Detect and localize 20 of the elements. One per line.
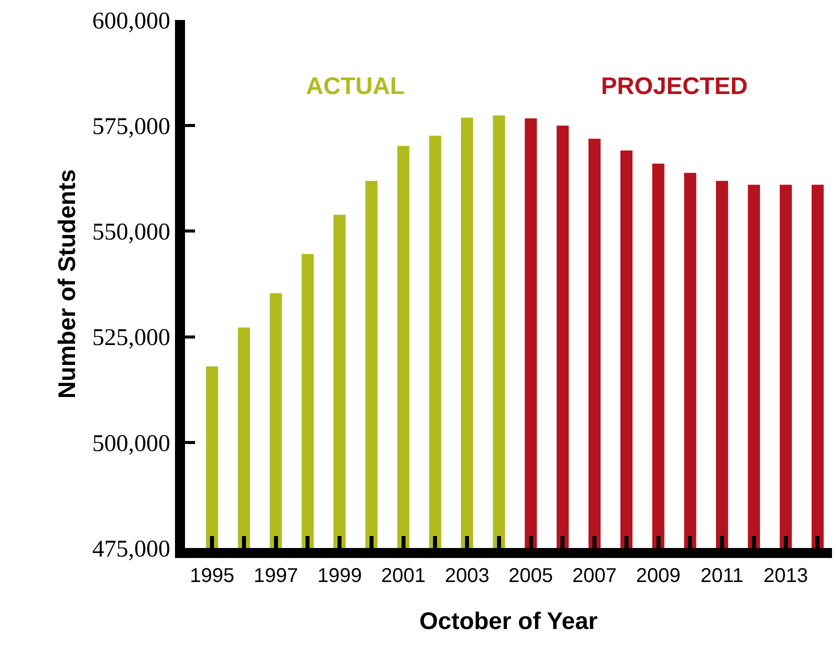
y-tick-label: 525,000 xyxy=(92,325,170,352)
x-tick-label: 2007 xyxy=(572,565,617,587)
y-tick-label: 575,000 xyxy=(92,114,170,140)
y-tick-label: 500,000 xyxy=(92,430,170,457)
x-tick-label: 1995 xyxy=(190,565,234,587)
y-tick-label: 550,000 xyxy=(92,220,170,246)
x-tick-label: 1997 xyxy=(254,565,298,587)
series-label: PROJECTED xyxy=(601,73,748,100)
x-tick-label: 2009 xyxy=(636,565,681,587)
y-axis-title: Number of Students xyxy=(54,169,81,399)
y-tick-label: 475,000 xyxy=(92,536,170,562)
x-tick-label: 2011 xyxy=(700,565,744,587)
x-axis-title: October of Year xyxy=(419,608,598,635)
x-tick-label: 2001 xyxy=(381,565,426,587)
x-tick-label: 1999 xyxy=(317,565,362,587)
series-label: ACTUAL xyxy=(306,73,405,100)
y-tick-label: 600,000 xyxy=(92,8,170,34)
x-tick-label: 2005 xyxy=(508,565,554,587)
x-tick-label: 2003 xyxy=(444,565,490,587)
x-tick-label: 2013 xyxy=(764,565,808,587)
